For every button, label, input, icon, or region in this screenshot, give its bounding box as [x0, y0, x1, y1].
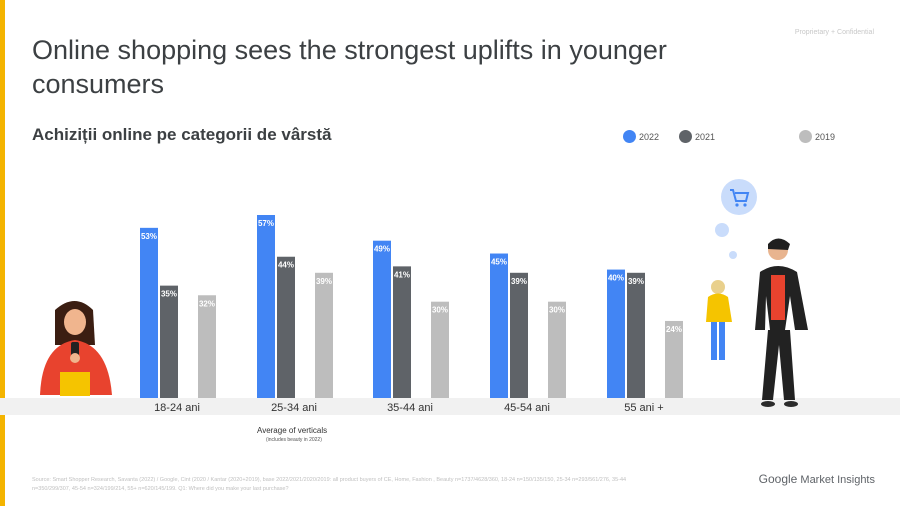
headline: Online shopping sees the strongest uplif… [32, 35, 667, 99]
bar-2021-2 [393, 266, 411, 398]
bars-group: 53% 35% 32% 57% 44% 39% 49% 41% 30% 45% 39% 30% 40% 3… [140, 215, 683, 398]
man-walking-illustration [755, 238, 808, 407]
data-label-2021-4: 39% [628, 277, 644, 286]
includes-beauty-note: (includes beauty in 2022) [266, 437, 322, 443]
bar-2021-0 [160, 285, 178, 398]
bar-2022-2 [373, 240, 391, 398]
category-label-0: 18-24 ani [154, 402, 200, 414]
data-label-2019-1: 39% [316, 277, 332, 286]
bar-2021-3 [510, 272, 528, 398]
legend-swatch-2022 [623, 130, 636, 143]
bar-2022-0 [140, 227, 158, 398]
category-label-3: 45-54 ani [504, 402, 550, 414]
category-label-1: 25-34 ani [271, 402, 317, 414]
google-market-insights-logo: Google Market Insights [759, 472, 875, 486]
market-insights-label: Market Insights [800, 474, 875, 486]
left-accent-bar [0, 0, 5, 506]
confidential-label: Proprietary + Confidential [794, 29, 874, 36]
chart-subtitle: Achiziții online pe categorii de vârstă [32, 125, 332, 144]
legend-label-2021: 2021 [695, 131, 716, 142]
cart-thought-bubble [715, 179, 757, 259]
legend-label-2022: 2022 [639, 131, 660, 142]
bar-2019-0 [198, 295, 216, 398]
category-labels-group: 18-24 ani 25-34 ani 35-44 ani 45-54 ani 55 a… [154, 402, 664, 414]
bar-2021-1 [277, 256, 295, 398]
data-label-2022-3: 45% [491, 258, 507, 267]
bar-2019-4 [665, 320, 683, 398]
child-illustration [706, 280, 732, 360]
bar-2019-1 [315, 272, 333, 398]
data-label-2019-2: 30% [432, 306, 448, 315]
data-label-2021-2: 41% [394, 270, 410, 279]
data-label-2022-0: 53% [141, 232, 157, 241]
data-label-2021-3: 39% [511, 277, 527, 286]
legend-swatch-2021 [679, 130, 692, 143]
category-label-4: 55 ani + [624, 402, 663, 414]
data-label-2021-1: 44% [278, 261, 294, 270]
chart-baseline-band [0, 398, 900, 415]
average-of-verticals-label: Average of verticals [257, 426, 328, 435]
source-footnote: Source: Smart Shopper Research, Savanta … [32, 477, 627, 492]
data-label-2019-0: 32% [199, 299, 215, 308]
data-label-2022-2: 49% [374, 245, 390, 254]
bar-2019-3 [548, 301, 566, 398]
data-label-2021-0: 35% [161, 290, 177, 299]
bar-2022-4 [607, 269, 625, 398]
legend-swatch-2019 [799, 130, 812, 143]
google-wordmark: Google [758, 472, 798, 486]
data-label-2019-3: 30% [549, 306, 565, 315]
category-label-2: 35-44 ani [387, 402, 433, 414]
data-label-2022-4: 40% [608, 274, 624, 283]
bar-2021-4 [627, 272, 645, 398]
legend-item-2022: 2022 [623, 130, 659, 143]
bar-2022-3 [490, 253, 508, 398]
legend-item-2021: 2021 [679, 130, 715, 143]
data-label-2022-1: 57% [258, 219, 274, 228]
bar-2019-2 [431, 301, 449, 398]
data-label-2019-4: 24% [666, 325, 682, 334]
legend-item-2019: 2019 [799, 130, 835, 143]
woman-phone-illustration [40, 301, 112, 396]
legend-label-2019: 2019 [815, 131, 836, 142]
bar-2022-1 [257, 215, 275, 398]
